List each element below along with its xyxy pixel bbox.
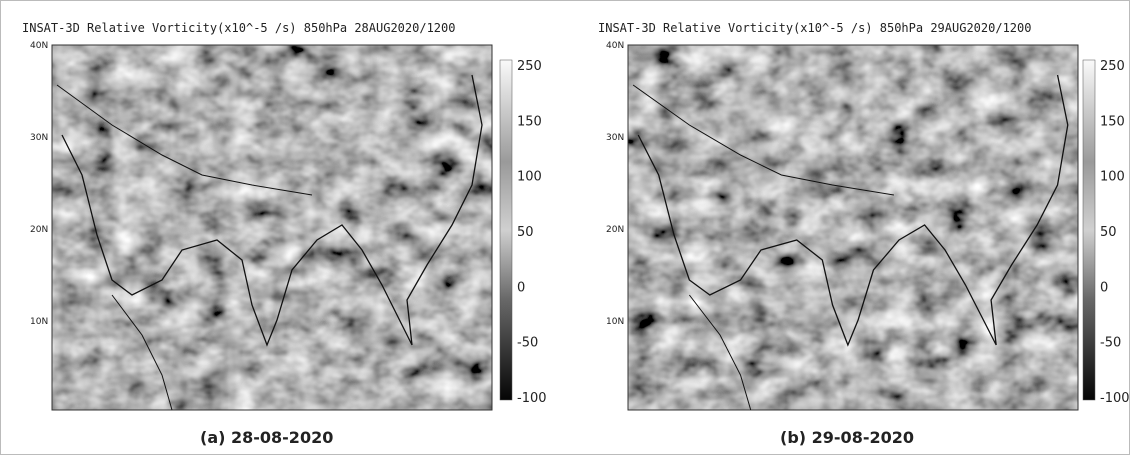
map-field [52,45,492,410]
map-border [51,44,493,411]
caption: (a) 28-08-2020 [200,428,333,447]
colorbar-label: -100 [1100,391,1130,406]
colorbar [499,59,513,401]
coastline [56,84,313,196]
lat-label: 20N [30,225,48,235]
colorbar-label: 50 [1100,225,1117,240]
colorbar [1082,59,1096,401]
colorbar-label: 250 [517,59,542,74]
colorbar-label: -50 [517,336,538,351]
colorbar-label: 150 [1100,114,1125,129]
colorbar-label: 0 [1100,280,1108,295]
colorbar-label: 100 [1100,170,1125,185]
colorbar-label: 0 [517,280,525,295]
lat-label: 10N [606,317,624,327]
panel-title: INSAT-3D Relative Vorticity(x10^-5 /s) 8… [598,21,1031,35]
caption: (b) 29-08-2020 [780,428,914,447]
colorbar-label: 100 [517,170,542,185]
coastline [637,74,1069,347]
coastline [632,84,894,196]
coastline [111,294,173,411]
lat-label: 10N [30,317,48,327]
colorbar-label: -100 [517,391,547,406]
lat-label: 20N [606,225,624,235]
coastline [688,294,752,411]
lat-label: 40N [606,41,624,51]
colorbar-label: 150 [517,114,542,129]
lat-label: 40N [30,41,48,51]
lat-label: 30N [606,133,624,143]
colorbar-label: 250 [1100,59,1125,74]
colorbar-label: 50 [517,225,534,240]
map-field [628,45,1078,410]
colorbar-label: -50 [1100,336,1121,351]
panel-title: INSAT-3D Relative Vorticity(x10^-5 /s) 8… [22,21,455,35]
coastline [61,74,483,347]
map-border [627,44,1079,411]
lat-label: 30N [30,133,48,143]
